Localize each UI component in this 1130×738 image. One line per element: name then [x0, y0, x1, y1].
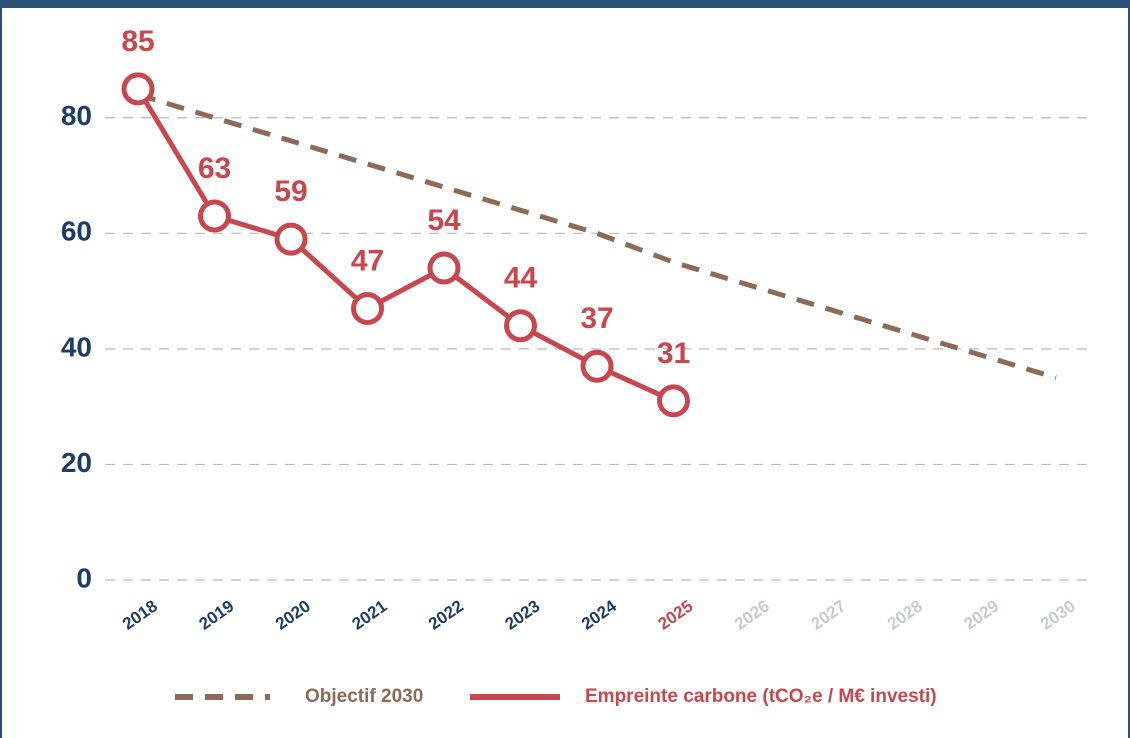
- x-tick-label: 2020: [272, 596, 314, 633]
- legend-label: Objectif 2030: [305, 686, 423, 707]
- data-label: 85: [121, 25, 154, 58]
- point-marker: [351, 291, 384, 325]
- x-tick-label: 2029: [960, 596, 1002, 633]
- x-tick-label: 2030: [1037, 596, 1079, 633]
- x-tick-label: 2027: [807, 596, 849, 633]
- data-label: 44: [504, 262, 538, 295]
- x-tick-label: 2023: [501, 596, 543, 633]
- point-marker: [504, 309, 537, 343]
- y-tick-label: 20: [61, 447, 92, 478]
- left-border: [0, 0, 2, 738]
- point-marker: [427, 251, 461, 285]
- data-label: 31: [657, 337, 690, 370]
- data-label: 59: [274, 175, 307, 208]
- point-marker: [580, 349, 614, 383]
- top-bar: [0, 0, 1130, 8]
- data-label: 54: [427, 204, 461, 237]
- y-tick-label: 0: [76, 562, 92, 593]
- data-label: 47: [351, 244, 384, 277]
- point-marker: [657, 384, 690, 418]
- x-tick-label: 2026: [731, 596, 773, 633]
- right-border: [1128, 0, 1130, 738]
- data-label: 37: [580, 302, 613, 335]
- point-marker: [198, 199, 231, 233]
- x-tick-label: 2022: [425, 596, 467, 633]
- x-tick-label: 2025: [654, 596, 696, 633]
- point-marker: [121, 72, 155, 106]
- series-line: [137, 92, 1057, 381]
- legend-label: Empreinte carbone (tCO₂e / M€ investi): [585, 686, 937, 707]
- data-label: 63: [198, 152, 231, 185]
- y-tick-label: 60: [61, 216, 92, 247]
- y-tick-label: 40: [61, 331, 92, 362]
- x-tick-label: 2028: [884, 596, 926, 633]
- x-tick-label: 2024: [578, 596, 620, 634]
- y-tick-label: 80: [61, 100, 92, 131]
- point-marker: [274, 222, 308, 256]
- x-tick-label: 2019: [195, 596, 237, 633]
- x-tick-label: 2018: [119, 596, 161, 633]
- x-tick-label: 2021: [348, 596, 390, 633]
